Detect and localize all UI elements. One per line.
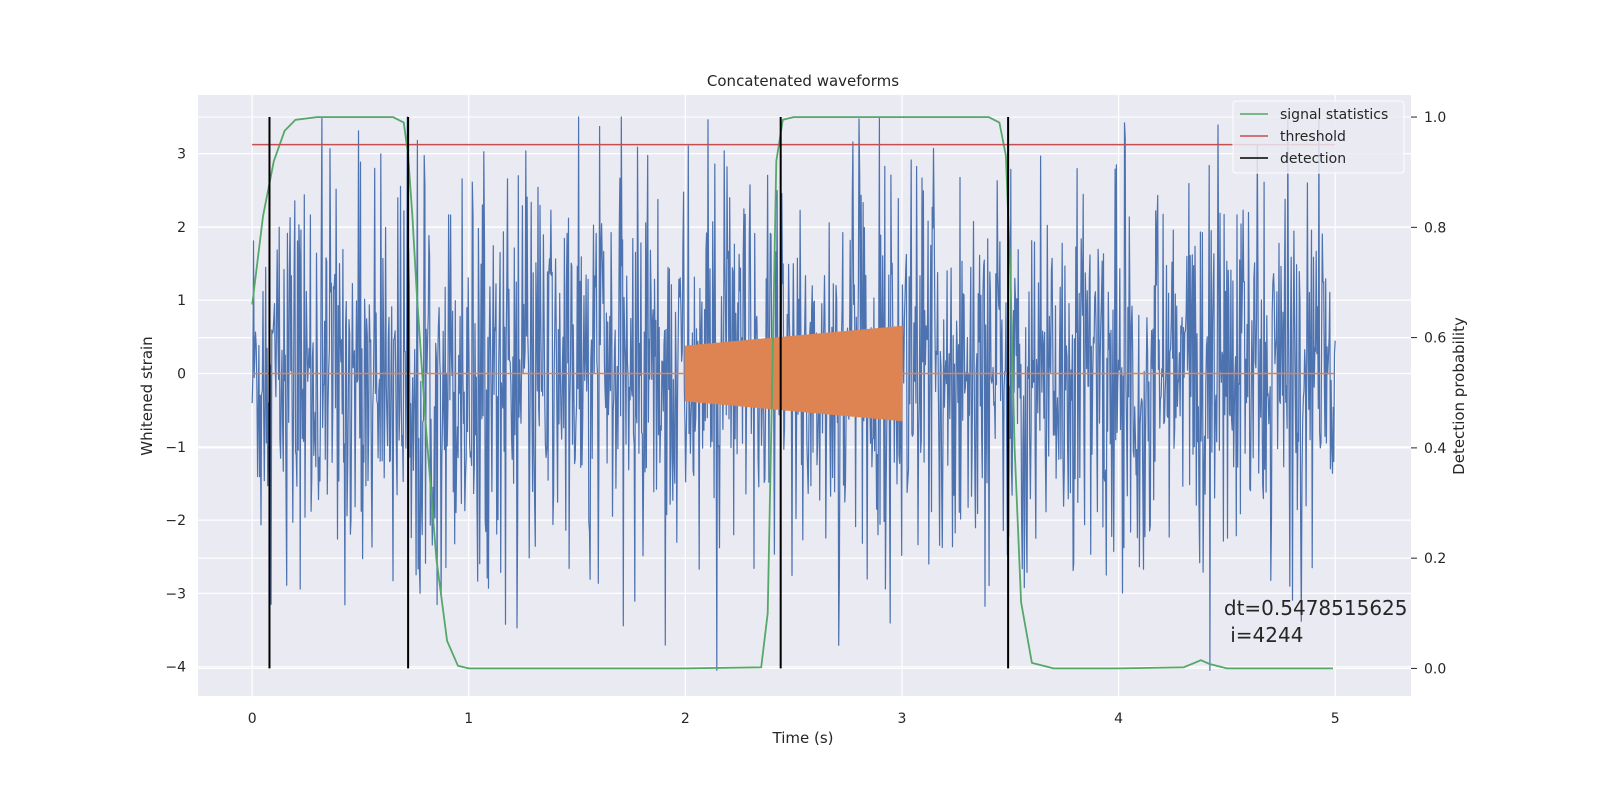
legend-box — [1232, 100, 1405, 174]
annotation-dt: dt=0.5478515625 — [1224, 596, 1408, 620]
legend: signal statistics threshold detection — [1232, 100, 1405, 174]
y2-tick-label: 0.2 — [1424, 551, 1446, 567]
y2-axis-label: Detection probability — [1450, 317, 1468, 475]
y2-tick-label: 0.0 — [1424, 661, 1446, 677]
y-tick-label: −3 — [165, 586, 186, 602]
y-tick-label: 3 — [177, 147, 186, 163]
y-tick-label: −2 — [165, 513, 186, 529]
plot-marks — [251, 116, 1336, 671]
y-tick-label: −4 — [165, 660, 186, 676]
signal-statistics-line — [251, 116, 1333, 670]
chart-title: Concatenated waveforms — [707, 72, 899, 90]
x-tick-label: 3 — [898, 711, 907, 727]
y-tick-label: 2 — [177, 220, 186, 236]
x-tick-label: 5 — [1331, 711, 1340, 727]
y-axis-label: Whitened strain — [138, 336, 156, 455]
y2-tick-label: 0.6 — [1424, 331, 1446, 347]
y2-tick-label: 0.4 — [1424, 441, 1446, 457]
y-tick-label: 1 — [177, 293, 186, 309]
legend-label-detection: detection — [1280, 151, 1346, 167]
x-tick-label: 4 — [1114, 711, 1123, 727]
injection-line — [252, 325, 1336, 422]
x-tick-label: 2 — [681, 711, 690, 727]
annotation-i: i=4244 — [1224, 623, 1304, 647]
x-tick-label: 0 — [248, 711, 257, 727]
legend-label-signal-statistics: signal statistics — [1280, 107, 1388, 123]
y-tick-label: −1 — [165, 440, 186, 456]
legend-label-threshold: threshold — [1280, 129, 1346, 145]
x-axis-label: Time (s) — [772, 729, 834, 747]
annotation: dt=0.5478515625 i=4244 — [1224, 596, 1408, 647]
x-tick-label: 1 — [464, 711, 473, 727]
axis-ticks: 0 1 2 3 4 5 3 2 1 0 −1 −2 −3 −4 1.0 0.8 0.6 0.4 0.2 0.0 — [165, 110, 1446, 727]
y2-tick-label: 0.8 — [1424, 220, 1446, 236]
y-tick-label: 0 — [177, 367, 186, 383]
y2-tick-label: 1.0 — [1424, 110, 1446, 126]
